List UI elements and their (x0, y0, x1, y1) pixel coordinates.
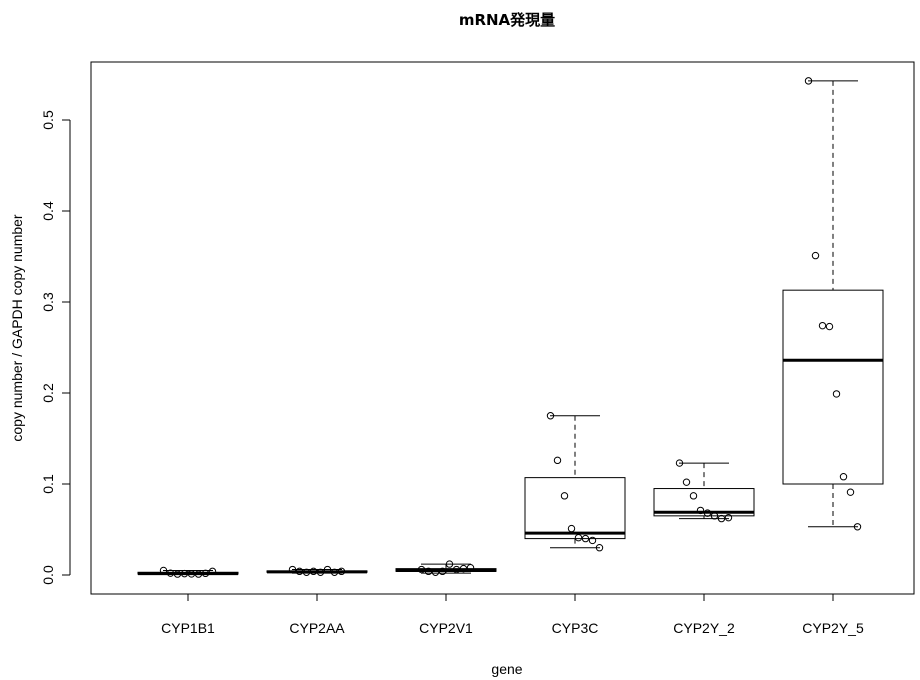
x-tick-label: CYP2Y_2 (673, 620, 735, 636)
data-point (452, 565, 461, 574)
x-axis: CYP1B1 CYP2AA CYP2V1 CYP3C CYP2Y_2 CYP2Y_5 (161, 593, 864, 636)
box-cyp3c (524, 412, 626, 552)
y-tick-label: 0.3 (40, 292, 56, 312)
data-point (588, 536, 597, 545)
data-point (431, 568, 440, 576)
data-point (295, 567, 304, 576)
data-point (846, 488, 855, 496)
data-point (703, 509, 712, 517)
x-tick-label: CYP2AA (289, 620, 345, 636)
data-point (180, 569, 189, 578)
y-tick-label: 0.2 (40, 383, 56, 403)
data-point (466, 564, 475, 572)
data-point (804, 77, 813, 85)
data-point (166, 569, 175, 577)
data-point (438, 567, 447, 576)
data-point (825, 322, 834, 331)
y-axis: 0.0 0.1 0.2 0.3 0.4 0.5 (40, 110, 71, 585)
data-point (173, 570, 182, 578)
data-point (832, 390, 841, 398)
data-point (445, 560, 454, 568)
data-point (302, 568, 311, 576)
data-point (689, 492, 698, 500)
iqr-box (782, 289, 884, 485)
data-point (194, 570, 203, 578)
data-point (309, 567, 318, 576)
data-point (595, 544, 604, 552)
data-point (811, 251, 820, 260)
box-cyp1b1 (137, 566, 239, 578)
box-cyp2aa (266, 565, 368, 576)
data-point (337, 567, 346, 576)
y-tick-label: 0.5 (40, 110, 56, 130)
data-point (208, 567, 217, 576)
y-tick-label: 0.4 (40, 201, 56, 221)
y-tick-label: 0.0 (40, 565, 56, 585)
data-point (696, 506, 705, 515)
data-point (853, 523, 862, 531)
y-axis-label: copy number / GAPDH copy number (9, 214, 25, 442)
x-axis-label: gene (491, 661, 522, 677)
data-point (717, 514, 726, 523)
data-point (839, 473, 848, 481)
x-tick-label: CYP2Y_5 (802, 620, 864, 636)
data-point (818, 321, 827, 330)
data-point (675, 459, 684, 467)
data-point (724, 513, 733, 522)
boxes-group (137, 77, 884, 578)
data-point (581, 534, 590, 543)
x-tick-label: CYP2V1 (419, 620, 473, 636)
data-point (553, 456, 562, 465)
chart-title: mRNA発現量 (459, 11, 555, 29)
data-point (710, 512, 719, 520)
data-point (316, 568, 325, 576)
data-point (424, 567, 433, 576)
data-point (546, 412, 555, 420)
data-point (574, 533, 583, 542)
data-point (567, 524, 576, 533)
data-point (459, 564, 468, 573)
y-tick-label: 0.1 (40, 474, 56, 494)
box-cyp2v1 (395, 560, 497, 576)
box-cyp2y-5 (782, 77, 884, 531)
data-point (159, 566, 168, 575)
data-point (682, 478, 691, 486)
data-point (187, 570, 196, 578)
data-point (330, 568, 339, 576)
data-point (288, 565, 297, 574)
data-point (201, 569, 210, 578)
x-tick-label: CYP3C (552, 620, 599, 636)
x-tick-label: CYP1B1 (161, 620, 215, 636)
data-point (417, 565, 426, 574)
box-cyp2y-2 (653, 459, 755, 523)
data-point (560, 492, 569, 500)
data-point (323, 565, 332, 574)
